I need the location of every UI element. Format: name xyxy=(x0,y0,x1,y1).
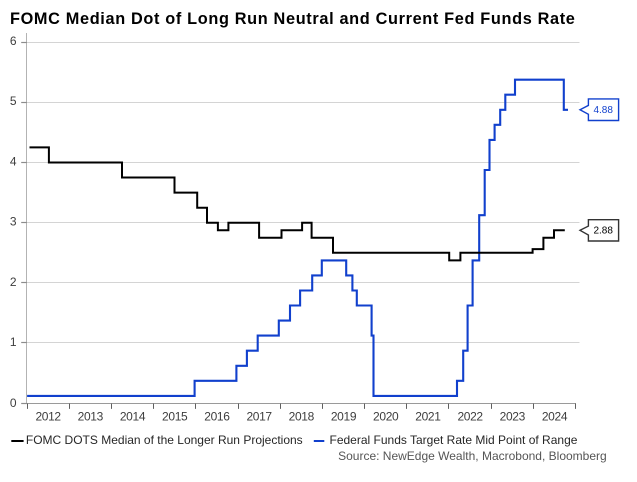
svg-text:4: 4 xyxy=(10,155,17,169)
svg-text:2017: 2017 xyxy=(246,410,272,424)
svg-text:4.88: 4.88 xyxy=(593,105,613,116)
svg-text:FOMC DOTS Median of the Longer: FOMC DOTS Median of the Longer Run Proje… xyxy=(26,433,303,447)
svg-text:2020: 2020 xyxy=(373,410,399,424)
svg-text:6: 6 xyxy=(10,34,17,48)
svg-text:3: 3 xyxy=(10,215,17,229)
svg-text:2015: 2015 xyxy=(162,410,188,424)
svg-text:1: 1 xyxy=(10,335,17,349)
svg-text:2016: 2016 xyxy=(204,410,230,424)
svg-text:2014: 2014 xyxy=(120,410,146,424)
svg-text:5: 5 xyxy=(10,94,17,108)
svg-text:2021: 2021 xyxy=(415,410,441,424)
svg-text:Source: NewEdge Wealth, Macrob: Source: NewEdge Wealth, Macrobond, Bloom… xyxy=(338,449,607,463)
svg-text:FOMC Median Dot of Long Run Ne: FOMC Median Dot of Long Run Neutral and … xyxy=(10,10,576,28)
svg-text:2: 2 xyxy=(10,275,17,289)
svg-text:Federal Funds Target Rate Mid: Federal Funds Target Rate Mid Point of R… xyxy=(330,433,578,447)
svg-text:2013: 2013 xyxy=(78,410,104,424)
svg-text:2022: 2022 xyxy=(457,410,483,424)
svg-text:2023: 2023 xyxy=(500,410,526,424)
svg-text:2024: 2024 xyxy=(542,410,568,424)
svg-text:0: 0 xyxy=(10,396,17,410)
svg-text:2019: 2019 xyxy=(331,410,357,424)
svg-text:2012: 2012 xyxy=(35,410,61,424)
svg-text:2.88: 2.88 xyxy=(593,225,613,236)
svg-text:2018: 2018 xyxy=(289,410,315,424)
